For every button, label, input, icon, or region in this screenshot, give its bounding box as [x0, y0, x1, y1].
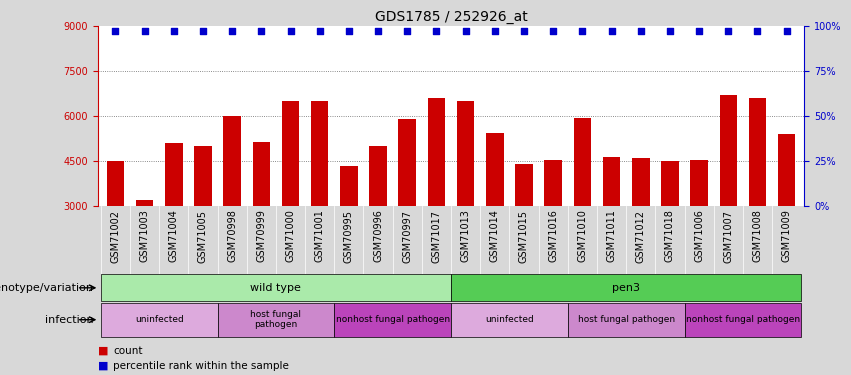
Bar	[253, 142, 270, 206]
Point	[780, 28, 793, 34]
Text: GSM71012: GSM71012	[636, 210, 646, 262]
Bar	[311, 101, 328, 206]
Text: GSM71000: GSM71000	[285, 210, 295, 262]
Bar	[369, 146, 387, 206]
Point	[283, 28, 297, 34]
Point	[663, 28, 677, 34]
Point	[722, 28, 735, 34]
Point	[371, 28, 385, 34]
Bar	[334, 303, 451, 337]
Text: GSM71004: GSM71004	[168, 210, 179, 262]
Point	[401, 28, 414, 34]
Bar	[165, 143, 182, 206]
Text: GSM71013: GSM71013	[460, 210, 471, 262]
Point	[459, 28, 472, 34]
Bar	[720, 95, 737, 206]
Point	[342, 28, 356, 34]
Text: percentile rank within the sample: percentile rank within the sample	[113, 361, 289, 370]
Point	[575, 28, 589, 34]
Text: GSM70995: GSM70995	[344, 210, 354, 262]
Bar	[486, 133, 504, 206]
Bar	[100, 274, 451, 302]
Text: nonhost fungal pathogen: nonhost fungal pathogen	[686, 315, 800, 324]
Text: GSM71017: GSM71017	[431, 210, 442, 262]
Text: GSM71018: GSM71018	[665, 210, 675, 262]
Text: GSM71001: GSM71001	[315, 210, 325, 262]
Bar	[749, 98, 766, 206]
Bar	[690, 160, 708, 206]
Text: GSM71005: GSM71005	[198, 210, 208, 262]
Point	[254, 28, 268, 34]
Point	[313, 28, 327, 34]
Text: GSM71008: GSM71008	[752, 210, 762, 262]
Text: ■: ■	[98, 346, 108, 355]
Bar	[457, 101, 474, 206]
Point	[167, 28, 180, 34]
Bar	[282, 101, 300, 206]
Text: GSM71002: GSM71002	[111, 210, 120, 262]
Bar	[778, 134, 796, 206]
Point	[196, 28, 209, 34]
Bar	[106, 161, 124, 206]
Text: uninfected: uninfected	[485, 315, 534, 324]
Text: host fungal pathogen: host fungal pathogen	[578, 315, 675, 324]
Text: host fungal
pathogen: host fungal pathogen	[250, 310, 301, 329]
Text: GSM71014: GSM71014	[490, 210, 500, 262]
Text: uninfected: uninfected	[134, 315, 184, 324]
Bar	[603, 157, 620, 206]
Text: GSM71009: GSM71009	[782, 210, 791, 262]
Text: GSM71015: GSM71015	[519, 210, 529, 262]
Title: GDS1785 / 252926_at: GDS1785 / 252926_at	[374, 10, 528, 24]
Bar	[398, 119, 416, 206]
Text: GSM70996: GSM70996	[373, 210, 383, 262]
Text: nonhost fungal pathogen: nonhost fungal pathogen	[335, 315, 449, 324]
Text: infection: infection	[45, 315, 94, 325]
Point	[430, 28, 443, 34]
Text: GSM71003: GSM71003	[140, 210, 150, 262]
Text: genotype/variation: genotype/variation	[0, 283, 94, 293]
Bar	[661, 161, 679, 206]
Text: ■: ■	[98, 361, 108, 370]
Point	[138, 28, 151, 34]
Bar	[340, 166, 357, 206]
Text: GSM71010: GSM71010	[577, 210, 587, 262]
Bar	[100, 303, 218, 337]
Bar	[428, 98, 445, 206]
Bar	[568, 303, 684, 337]
Point	[517, 28, 531, 34]
Bar	[194, 146, 212, 206]
Text: GSM70999: GSM70999	[256, 210, 266, 262]
Bar	[515, 164, 533, 206]
Bar	[223, 116, 241, 206]
Text: GSM70997: GSM70997	[403, 210, 412, 262]
Bar	[574, 118, 591, 206]
Point	[634, 28, 648, 34]
Point	[109, 28, 123, 34]
Text: GSM71007: GSM71007	[723, 210, 734, 262]
Bar	[684, 303, 802, 337]
Text: GSM70998: GSM70998	[227, 210, 237, 262]
Text: count: count	[113, 346, 143, 355]
Point	[226, 28, 239, 34]
Text: GSM71006: GSM71006	[694, 210, 704, 262]
Bar	[632, 158, 649, 206]
Point	[693, 28, 706, 34]
Text: GSM71016: GSM71016	[548, 210, 558, 262]
Point	[605, 28, 619, 34]
Bar	[545, 160, 562, 206]
Bar	[451, 303, 568, 337]
Bar	[136, 200, 153, 206]
Point	[751, 28, 764, 34]
Text: wild type: wild type	[250, 283, 301, 293]
Text: pen3: pen3	[612, 283, 640, 293]
Point	[546, 28, 560, 34]
Bar	[218, 303, 334, 337]
Text: GSM71011: GSM71011	[607, 210, 617, 262]
Point	[488, 28, 501, 34]
Bar	[451, 274, 802, 302]
